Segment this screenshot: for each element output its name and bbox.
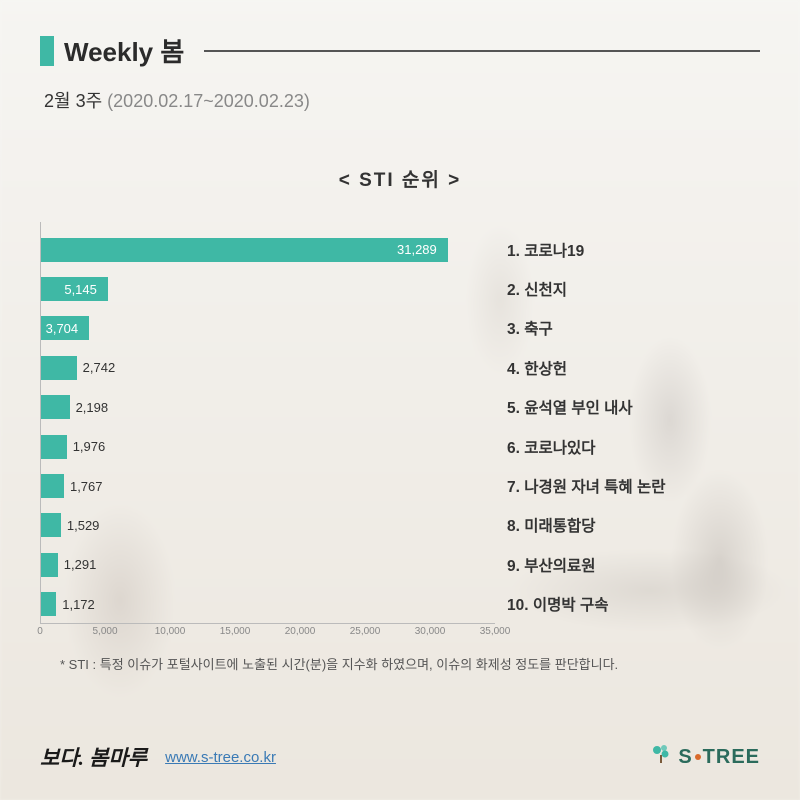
bar-value-label: 1,529 (61, 518, 106, 533)
bar-row: 5,145 (41, 275, 495, 303)
bar (41, 356, 77, 380)
page-title: Weekly 봄 (64, 32, 184, 69)
rank-item: 2. 신천지 (507, 278, 760, 300)
x-tick-label: 30,000 (415, 626, 446, 637)
x-tick-label: 0 (37, 626, 43, 637)
footer-brand: S TREE (650, 743, 760, 771)
x-tick-label: 5,000 (92, 626, 117, 637)
title-rule (204, 50, 760, 52)
x-ticks: 05,00010,00015,00020,00025,00030,00035,0… (40, 624, 495, 642)
bar-row: 1,767 (41, 472, 495, 500)
x-tick-label: 20,000 (285, 626, 316, 637)
bar-row: 2,742 (41, 354, 495, 382)
rank-item: 3. 축구 (507, 317, 760, 339)
chart-title: < STI 순위 > (40, 165, 760, 192)
footer-url-link[interactable]: www.s-tree.co.kr (165, 749, 276, 766)
brand-tree: TREE (703, 746, 760, 768)
chart-plot: 31,289 5,145 3,704 2,742 2,198 1,976 1,767 1,52… (40, 222, 495, 642)
rank-item: 5. 윤석열 부인 내사 (507, 396, 760, 418)
bar-row: 1,291 (41, 551, 495, 579)
bar-value-label: 2,742 (77, 360, 122, 375)
bar-row: 1,976 (41, 433, 495, 461)
bar-value-label: 31,289 (391, 242, 443, 257)
rank-item: 7. 나경원 자녀 특혜 논란 (507, 475, 760, 497)
footnote: * STI : 특정 이슈가 포털사이트에 노출된 시간(분)을 지수화 하였으… (60, 654, 760, 673)
title-row: Weekly 봄 (40, 32, 760, 69)
chart-section: < STI 순위 > 31,289 5,145 3,704 2,742 2,198 1,9… (0, 165, 800, 642)
bar (41, 592, 56, 616)
bar-row: 2,198 (41, 393, 495, 421)
bar-row: 1,529 (41, 511, 495, 539)
bar-row: 31,289 (41, 236, 495, 264)
bar (41, 435, 67, 459)
bar-value-label: 1,172 (56, 597, 101, 612)
bar (41, 238, 448, 262)
bar-row: 3,704 (41, 314, 495, 342)
bar-value-label: 2,198 (70, 400, 115, 415)
brush-logo: 보다. 봄마루 (40, 742, 147, 772)
bar (41, 513, 61, 537)
rank-item: 10. 이명박 구속 (507, 593, 760, 615)
brand-s: S (678, 746, 692, 768)
x-tick-label: 15,000 (220, 626, 251, 637)
brand-dot-icon (695, 754, 701, 760)
bar-value-label: 1,976 (67, 439, 112, 454)
x-tick-label: 10,000 (155, 626, 186, 637)
content-wrapper: Weekly 봄 2월 3주 (2020.02.17~2020.02.23) <… (0, 0, 800, 800)
header: Weekly 봄 2월 3주 (2020.02.17~2020.02.23) (0, 0, 800, 125)
subtitle: 2월 3주 (2020.02.17~2020.02.23) (40, 87, 760, 113)
tree-icon (650, 743, 672, 771)
footer-left: 보다. 봄마루 www.s-tree.co.kr (40, 742, 276, 772)
rank-item: 6. 코로나있다 (507, 436, 760, 458)
bar (41, 553, 58, 577)
bar-value-label: 1,767 (64, 479, 109, 494)
x-tick-label: 35,000 (480, 626, 511, 637)
rank-item: 1. 코로나19 (507, 239, 760, 261)
bar-value-label: 5,145 (58, 282, 103, 297)
title-accent-bar (40, 36, 54, 66)
brand-text: S TREE (678, 746, 760, 769)
date-range: (2020.02.17~2020.02.23) (107, 91, 310, 111)
rank-item: 8. 미래통합당 (507, 514, 760, 536)
x-tick-label: 25,000 (350, 626, 381, 637)
chart-layout: 31,289 5,145 3,704 2,742 2,198 1,976 1,767 1,52… (40, 222, 760, 642)
rank-item: 4. 한상헌 (507, 357, 760, 379)
week-label: 2월 3주 (44, 91, 102, 111)
bar-value-label: 1,291 (58, 557, 103, 572)
bar-value-label: 3,704 (40, 321, 85, 336)
bar (41, 474, 64, 498)
ranking-list: 1. 코로나19 2. 신천지 3. 축구 4. 한상헌 5. 윤석열 부인 내사 6. … (507, 222, 760, 624)
bar-row: 1,172 (41, 590, 495, 618)
bar (41, 395, 70, 419)
bars-container: 31,289 5,145 3,704 2,742 2,198 1,976 1,767 1,52… (41, 230, 495, 624)
rank-item: 9. 부산의료원 (507, 554, 760, 576)
footer: 보다. 봄마루 www.s-tree.co.kr S TREE (0, 742, 800, 772)
